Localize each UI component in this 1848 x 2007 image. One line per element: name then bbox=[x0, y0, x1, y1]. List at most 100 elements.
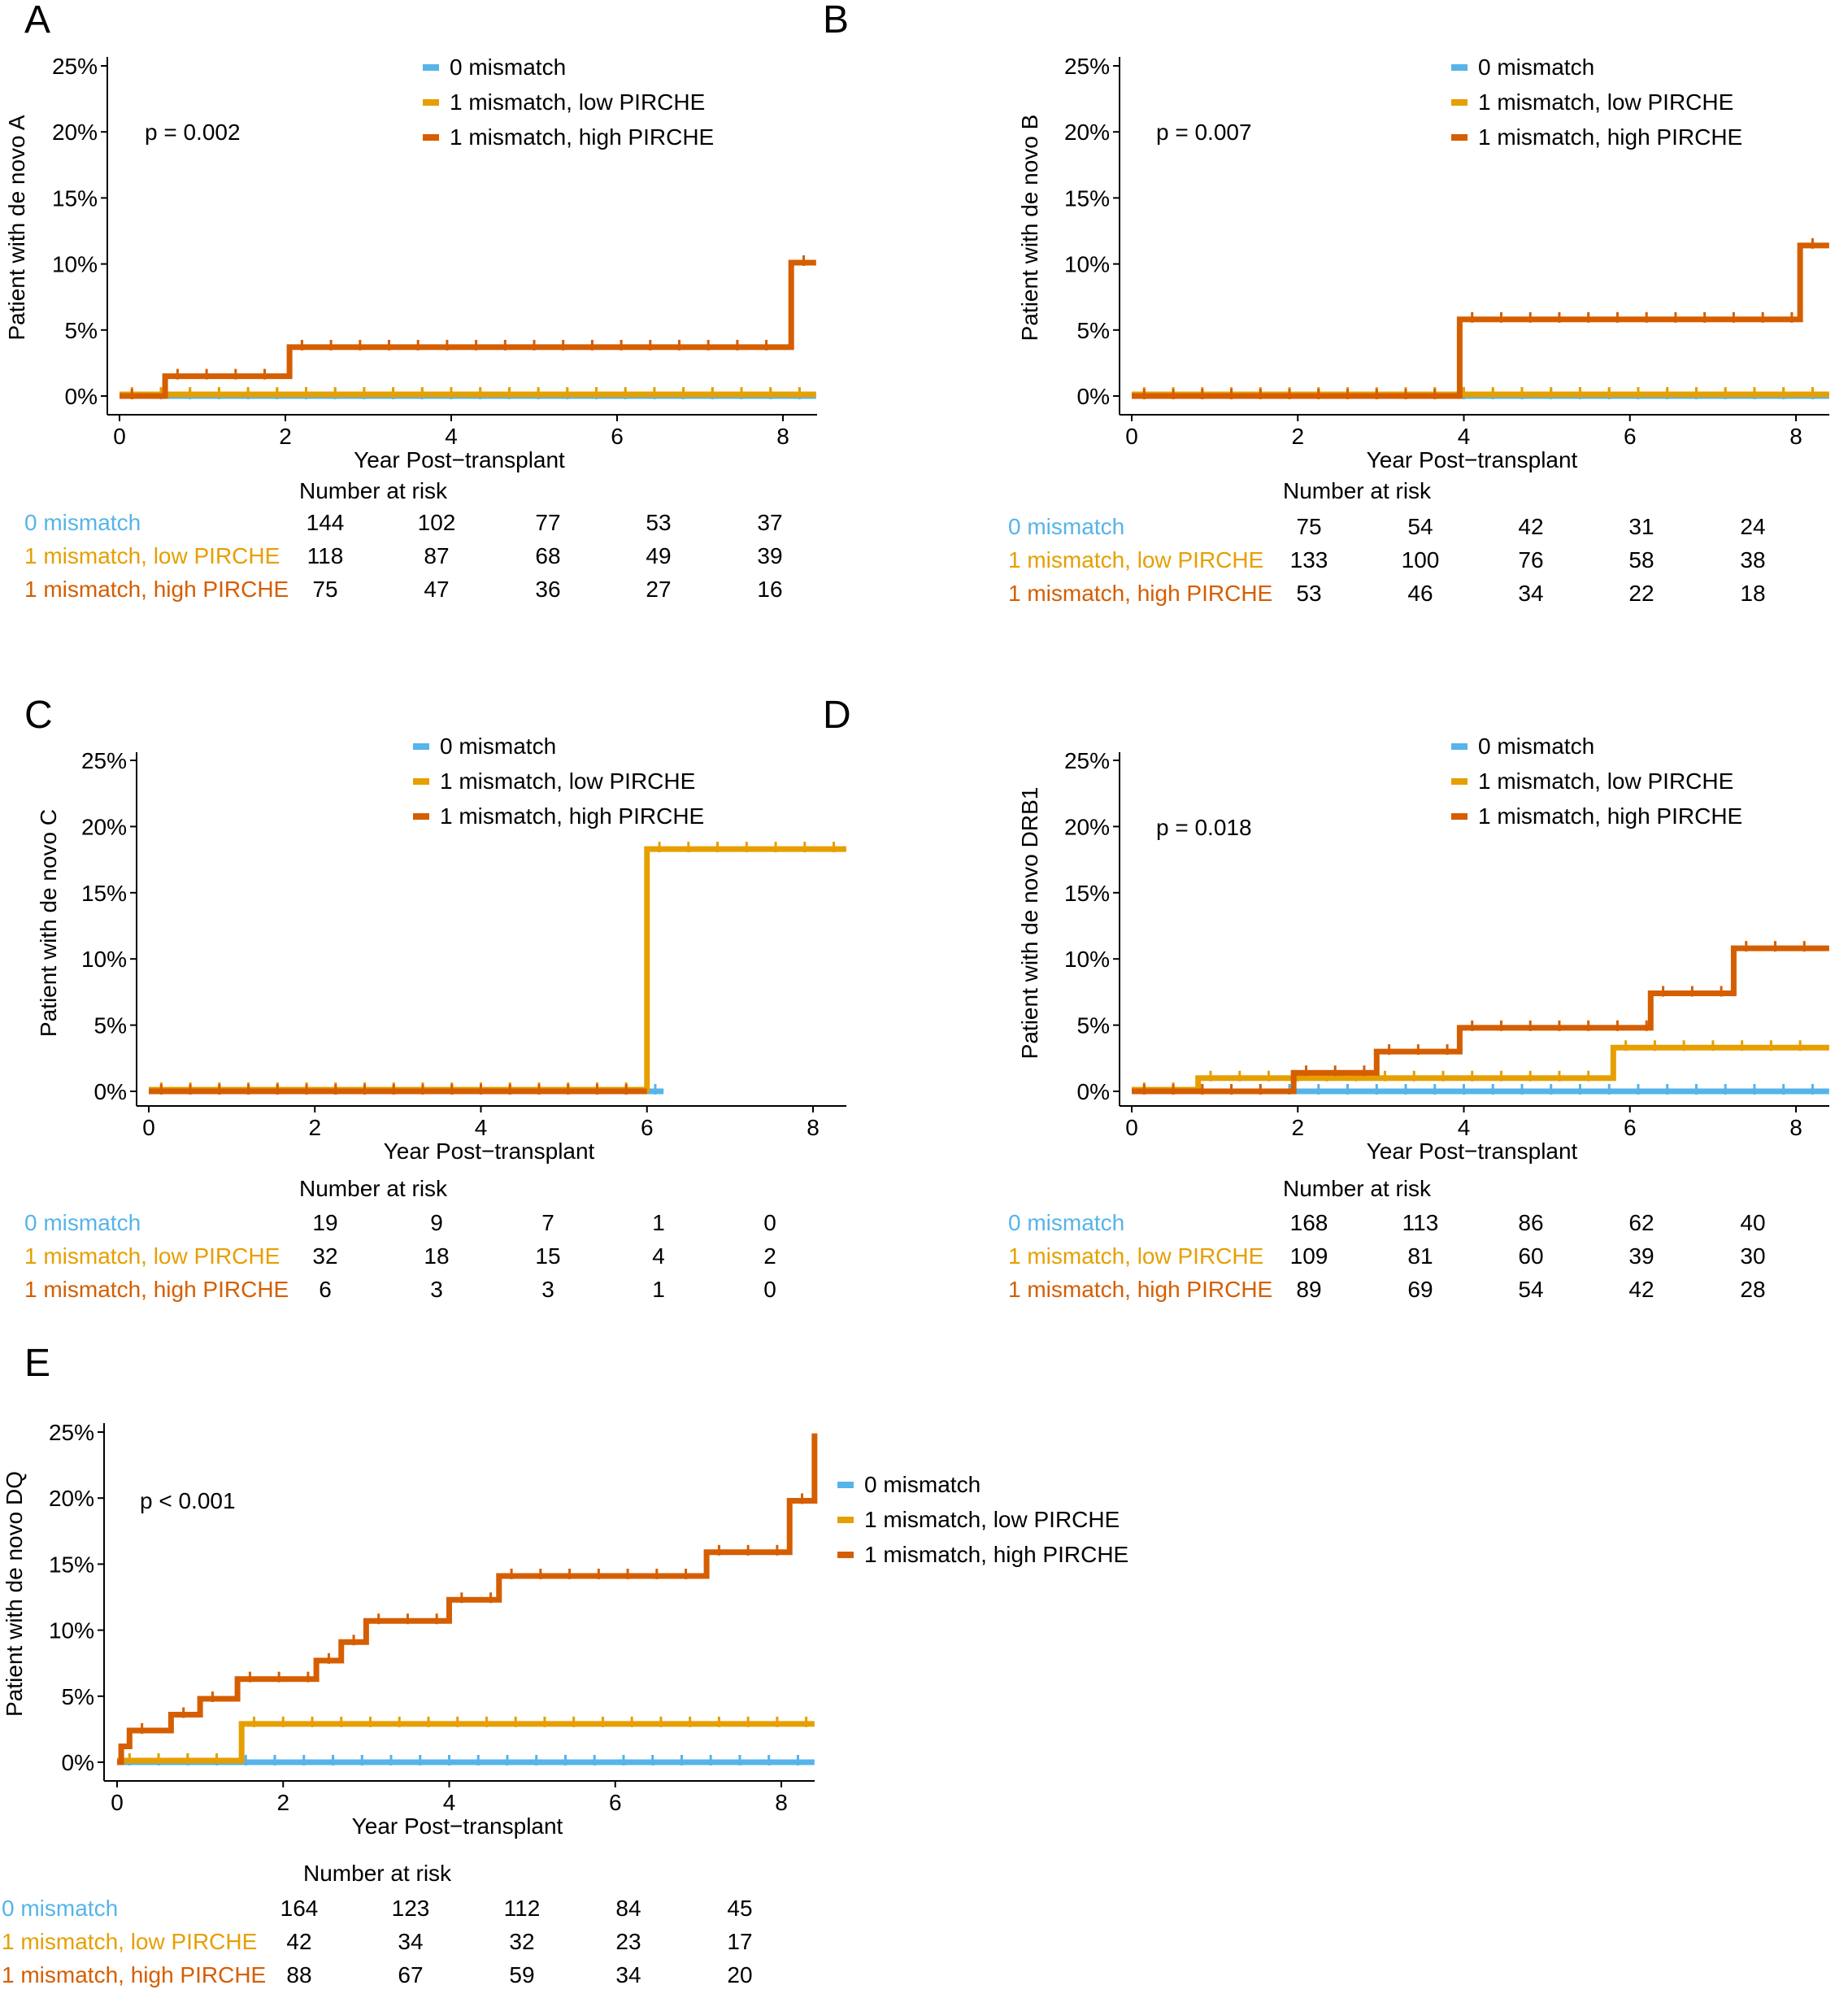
risk-count: 1 bbox=[652, 1277, 665, 1302]
series-line-high bbox=[1132, 945, 1829, 1095]
censor-marks-low bbox=[1142, 1040, 1802, 1093]
risk-count: 164 bbox=[280, 1896, 319, 1921]
risk-count: 9 bbox=[430, 1210, 443, 1235]
panel-e-letter: E bbox=[24, 1342, 50, 1385]
risk-count: 81 bbox=[1407, 1243, 1433, 1269]
legend-label: 0 mismatch bbox=[440, 734, 556, 759]
x-tick-label: 4 bbox=[475, 1115, 488, 1140]
risk-count: 118 bbox=[307, 543, 344, 568]
risk-count: 109 bbox=[1290, 1243, 1328, 1269]
risk-count: 42 bbox=[286, 1929, 311, 1954]
censor-marks-high bbox=[141, 1493, 804, 1735]
risk-row-label-high: 1 mismatch, high PIRCHE bbox=[24, 577, 289, 602]
y-tick-label: 5% bbox=[62, 1684, 94, 1709]
y-tick-label: 5% bbox=[94, 1013, 127, 1038]
censor-marks-high bbox=[130, 255, 805, 399]
risk-count: 4 bbox=[652, 1243, 665, 1269]
risk-count: 42 bbox=[1518, 514, 1543, 539]
x-tick-label: 2 bbox=[276, 1790, 289, 1815]
risk-count: 30 bbox=[1740, 1243, 1765, 1269]
x-axis-label: Year Post−transplant bbox=[1367, 1138, 1578, 1164]
y-tick-label: 10% bbox=[1064, 947, 1110, 972]
legend-swatch-high bbox=[1451, 134, 1468, 141]
y-axis-label: Patient with de novo C bbox=[36, 809, 61, 1037]
x-tick-label: 0 bbox=[111, 1790, 124, 1815]
y-tick-label: 20% bbox=[1064, 120, 1110, 145]
risk-count: 49 bbox=[646, 543, 671, 568]
risk-table-title: Number at risk bbox=[303, 1861, 452, 1886]
y-tick-label: 20% bbox=[52, 120, 98, 145]
risk-row-label-low: 1 mismatch, low PIRCHE bbox=[1008, 547, 1263, 572]
panel-d: D 0% 5% 10% 15% 20% 25% 0 2 4 6 8 Year Post−transpla… bbox=[823, 694, 1829, 1302]
x-tick-label: 4 bbox=[1458, 1115, 1471, 1140]
risk-count: 0 bbox=[763, 1210, 776, 1235]
risk-count: 28 bbox=[1740, 1277, 1765, 1302]
risk-row-label-mm0: 0 mismatch bbox=[24, 510, 141, 535]
x-axis-label: Year Post−transplant bbox=[384, 1138, 595, 1164]
risk-count: 54 bbox=[1518, 1277, 1543, 1302]
x-tick-label: 0 bbox=[1125, 424, 1138, 449]
risk-count: 58 bbox=[1628, 547, 1654, 572]
legend: 0 mismatch 1 mismatch, low PIRCHE 1 mismat… bbox=[1451, 54, 1742, 150]
y-tick-label: 0% bbox=[1077, 1079, 1110, 1104]
panel-c: C 0% 5% 10% 15% 20% 25% 0 2 4 6 8 Year Post−transpla… bbox=[24, 694, 846, 1302]
series-line-low bbox=[1132, 1044, 1829, 1093]
risk-count: 168 bbox=[1290, 1210, 1328, 1235]
x-tick-label: 0 bbox=[1125, 1115, 1138, 1140]
y-tick-label: 0% bbox=[62, 1750, 94, 1775]
x-tick-label: 8 bbox=[1789, 1115, 1802, 1140]
legend-swatch-low bbox=[423, 99, 439, 106]
y-tick-label: 15% bbox=[1064, 185, 1110, 211]
y-axis-label: Patient with de novo A bbox=[4, 115, 29, 340]
risk-table: Number at risk 0 mismatch 164 123 112 84 45 1 m… bbox=[2, 1861, 753, 1987]
series-line-low bbox=[117, 1721, 815, 1764]
legend-swatch-mm0 bbox=[1451, 64, 1468, 71]
risk-row-label-low: 1 mismatch, low PIRCHE bbox=[24, 543, 280, 568]
risk-row-label-low: 1 mismatch, low PIRCHE bbox=[24, 1243, 280, 1269]
risk-row-label-mm0: 0 mismatch bbox=[2, 1896, 118, 1921]
x-tick-label: 4 bbox=[1458, 424, 1471, 449]
x-tick-label: 8 bbox=[775, 1790, 788, 1815]
risk-count: 59 bbox=[509, 1962, 534, 1987]
y-tick-label: 15% bbox=[49, 1552, 94, 1577]
y-tick-label: 5% bbox=[1077, 318, 1110, 343]
x-axis-label: Year Post−transplant bbox=[352, 1813, 563, 1839]
risk-count: 18 bbox=[424, 1243, 449, 1269]
risk-count: 24 bbox=[1740, 514, 1765, 539]
y-tick-label: 25% bbox=[1064, 748, 1110, 773]
legend-swatch-mm0 bbox=[1451, 743, 1468, 750]
risk-count: 76 bbox=[1518, 547, 1543, 572]
legend-label: 0 mismatch bbox=[864, 1472, 981, 1497]
legend-swatch-high bbox=[837, 1552, 854, 1558]
x-tick-label: 4 bbox=[443, 1790, 456, 1815]
y-axis-label: Patient with de novo DQ bbox=[2, 1471, 27, 1717]
risk-count: 37 bbox=[757, 510, 782, 535]
risk-count: 77 bbox=[535, 510, 560, 535]
risk-count: 32 bbox=[509, 1929, 534, 1954]
x-tick-label: 2 bbox=[1291, 424, 1304, 449]
y-tick-label: 20% bbox=[81, 814, 127, 839]
risk-count: 100 bbox=[1402, 547, 1440, 572]
risk-count: 36 bbox=[535, 577, 560, 602]
p-value: p < 0.001 bbox=[140, 1488, 236, 1513]
risk-count: 144 bbox=[307, 510, 345, 535]
censor-marks-low bbox=[159, 842, 836, 1093]
legend: 0 mismatch 1 mismatch, low PIRCHE 1 mismat… bbox=[1451, 734, 1742, 829]
legend-label: 1 mismatch, high PIRCHE bbox=[1478, 803, 1742, 829]
risk-count: 45 bbox=[727, 1896, 752, 1921]
y-tick-label: 20% bbox=[1064, 814, 1110, 839]
x-tick-label: 6 bbox=[609, 1790, 622, 1815]
x-tick-label: 6 bbox=[611, 424, 624, 449]
legend-label: 0 mismatch bbox=[1478, 734, 1594, 759]
risk-count: 18 bbox=[1740, 581, 1765, 606]
risk-count: 32 bbox=[312, 1243, 337, 1269]
risk-count: 3 bbox=[430, 1277, 443, 1302]
series-line-high bbox=[120, 259, 816, 399]
y-tick-label: 25% bbox=[81, 748, 127, 773]
risk-count: 102 bbox=[418, 510, 456, 535]
legend-label: 1 mismatch, low PIRCHE bbox=[440, 768, 695, 794]
risk-count: 40 bbox=[1740, 1210, 1765, 1235]
legend-swatch-high bbox=[423, 134, 439, 141]
